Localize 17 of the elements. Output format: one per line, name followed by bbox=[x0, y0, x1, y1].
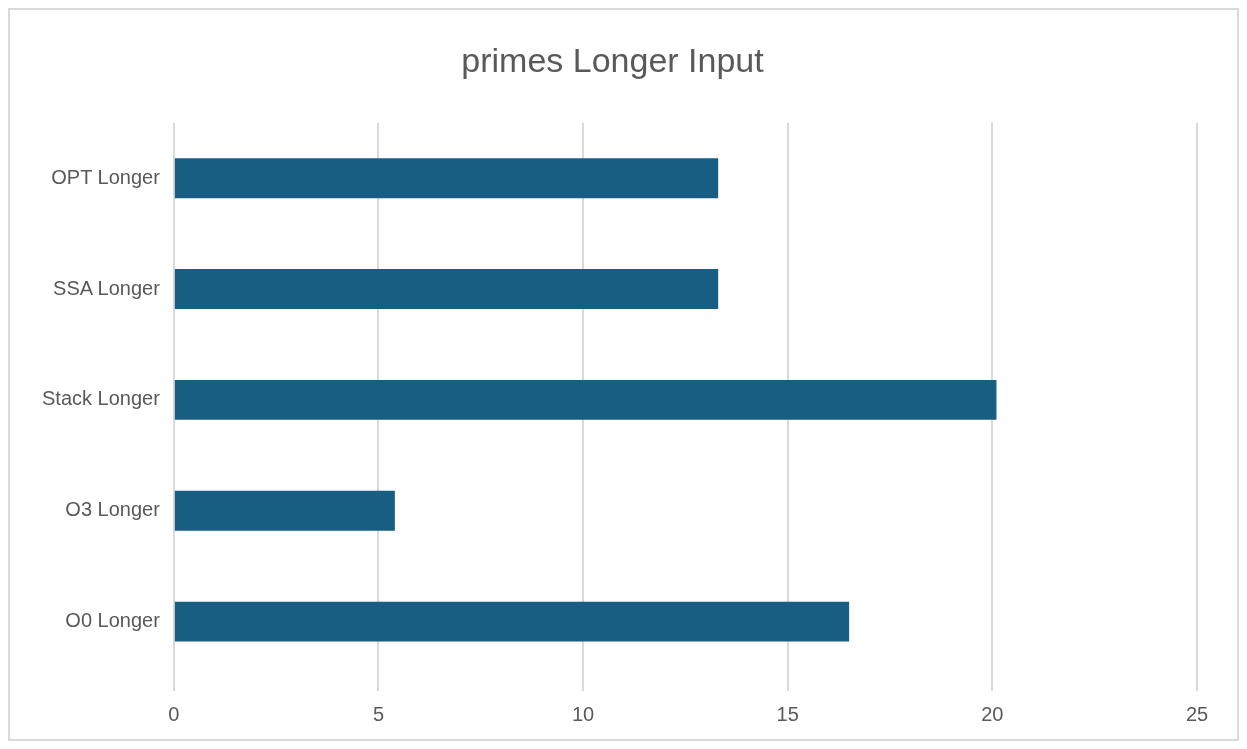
y-tick-label: O3 Longer bbox=[65, 498, 161, 521]
bar bbox=[174, 601, 850, 642]
y-tick-label: Stack Longer bbox=[41, 387, 161, 410]
y-tick-label: OPT Longer bbox=[51, 165, 161, 188]
chart-title: primes Longer Input bbox=[461, 40, 765, 79]
x-tick-label: 20 bbox=[981, 702, 1004, 725]
bar bbox=[174, 490, 395, 531]
y-tick-label: SSA Longer bbox=[53, 276, 161, 299]
y-tick-label: O0 Longer bbox=[65, 609, 161, 632]
x-tick-label: 5 bbox=[372, 702, 385, 725]
x-tick-label: 0 bbox=[168, 702, 180, 725]
x-tick-label: 10 bbox=[571, 702, 595, 725]
bar bbox=[174, 269, 719, 310]
bar bbox=[174, 158, 719, 199]
x-tick-label: 25 bbox=[1185, 702, 1209, 725]
bar bbox=[174, 379, 997, 420]
x-tick-label: 15 bbox=[776, 702, 799, 725]
